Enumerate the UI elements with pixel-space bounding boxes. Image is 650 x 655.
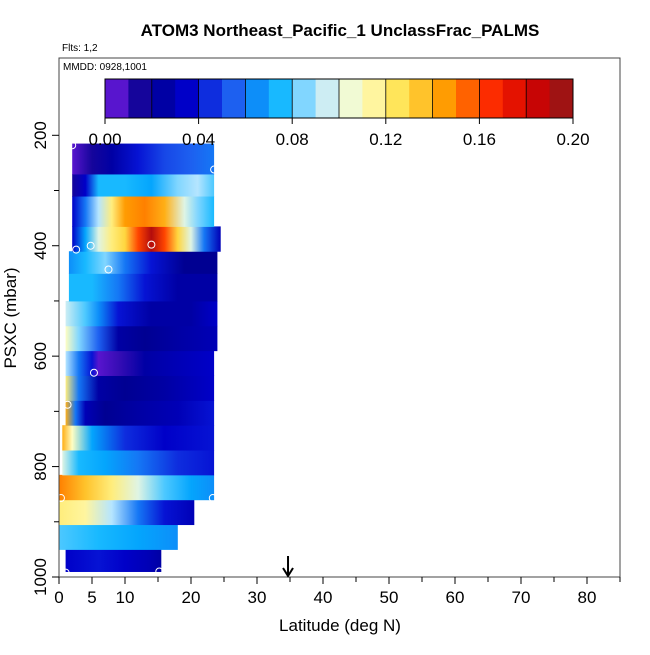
x-tick-label: 0 (54, 588, 63, 607)
sample-point-marker (155, 567, 164, 576)
sample-point-marker (68, 141, 77, 150)
x-tick-label: 70 (512, 588, 531, 607)
heatmap-row (65, 325, 218, 352)
heatmap-row (72, 143, 215, 175)
colorbar-segment (362, 79, 387, 118)
heatmap-cells (56, 141, 221, 577)
colorbar-segment (479, 79, 504, 118)
colorbar-tick-label: 0.20 (556, 130, 589, 149)
arrow-marker-head (282, 567, 294, 578)
heatmap-row (72, 173, 215, 197)
colorbar-segment (339, 79, 363, 118)
x-axis-label: Latitude (deg N) (279, 616, 401, 635)
colorbar-tick-label: 0.00 (88, 130, 121, 149)
colorbar-segment (175, 79, 200, 118)
y-tick-label: 1000 (31, 558, 50, 596)
heatmap-row (65, 350, 215, 376)
colorbar-segment (151, 79, 176, 118)
heatmap-row (68, 251, 218, 274)
y-axis: 1000 800 600 400 200 (31, 121, 59, 596)
flights-label: Flts: 1,2 (62, 43, 98, 54)
x-tick-label: 30 (248, 588, 267, 607)
x-axis: 0 5 10 20 30 40 50 60 70 80 (54, 577, 621, 607)
heatmap-row (72, 226, 221, 252)
sample-point-marker (86, 241, 95, 250)
colorbar-segment (549, 79, 574, 118)
sample-point-marker (89, 368, 98, 377)
heatmap-row (68, 273, 218, 302)
x-tick-label: 40 (314, 588, 333, 607)
y-axis-label: PSXC (mbar) (1, 267, 20, 368)
colorbar-segment (432, 79, 457, 118)
colorbar-segment (268, 79, 293, 118)
colorbar-segment (409, 79, 434, 118)
colorbar-segment (292, 79, 317, 118)
heatmap-row (65, 375, 215, 401)
colorbar-segment (198, 79, 223, 118)
colorbar-segment (526, 79, 551, 118)
colorbar-segment (385, 79, 410, 118)
colorbar-segment (502, 79, 527, 118)
colorbar: 0.00 0.04 0.08 0.12 0.16 0.20 (88, 78, 590, 149)
heatmap-row (65, 300, 218, 327)
x-tick-label: 50 (380, 588, 399, 607)
colorbar-tick-label: 0.12 (369, 130, 402, 149)
colorbar-frame (104, 78, 574, 119)
y-tick-label: 200 (31, 121, 50, 149)
heatmap-row (59, 474, 215, 501)
heatmap-row (59, 499, 195, 526)
x-tick-label: 80 (578, 588, 597, 607)
sample-point-marker (56, 494, 65, 503)
heatmap-row (59, 524, 178, 550)
y-tick-label: 800 (31, 452, 50, 480)
colorbar-tick-label: 0.08 (276, 130, 309, 149)
sample-point-marker (63, 400, 72, 409)
heatmap-row (62, 450, 215, 476)
sample-point-marker (208, 494, 217, 503)
colorbar-segment (315, 79, 340, 118)
x-tick-label: 20 (182, 588, 201, 607)
colorbar-segment (456, 79, 480, 118)
colorbar-tick-label: 0.16 (463, 130, 496, 149)
colorbar-segment (222, 79, 246, 118)
x-tick-label: 60 (446, 588, 465, 607)
colorbar-segment (245, 79, 270, 118)
heatmap-row (72, 196, 215, 227)
y-tick-label: 600 (31, 342, 50, 370)
date-label: MMDD: 0928,1001 (63, 62, 147, 73)
y-tick-label: 400 (31, 232, 50, 260)
sample-point-marker (61, 568, 70, 577)
chart-title: ATOM3 Northeast_Pacific_1 UnclassFrac_PA… (141, 21, 540, 40)
colorbar-tick-label: 0.04 (182, 130, 215, 149)
plot-frame (58, 57, 621, 578)
heatmap-row (65, 400, 215, 426)
sample-point-marker (147, 240, 156, 249)
heatmap-row (65, 549, 162, 572)
sample-point-marker (72, 245, 81, 254)
colorbar-segment (105, 79, 129, 118)
sample-point-marker (210, 165, 219, 174)
x-tick-label: 10 (116, 588, 135, 607)
heatmap-row (62, 425, 215, 451)
x-tick-label: 5 (87, 588, 96, 607)
colorbar-segment (128, 79, 153, 118)
sample-point-marker (104, 265, 113, 274)
